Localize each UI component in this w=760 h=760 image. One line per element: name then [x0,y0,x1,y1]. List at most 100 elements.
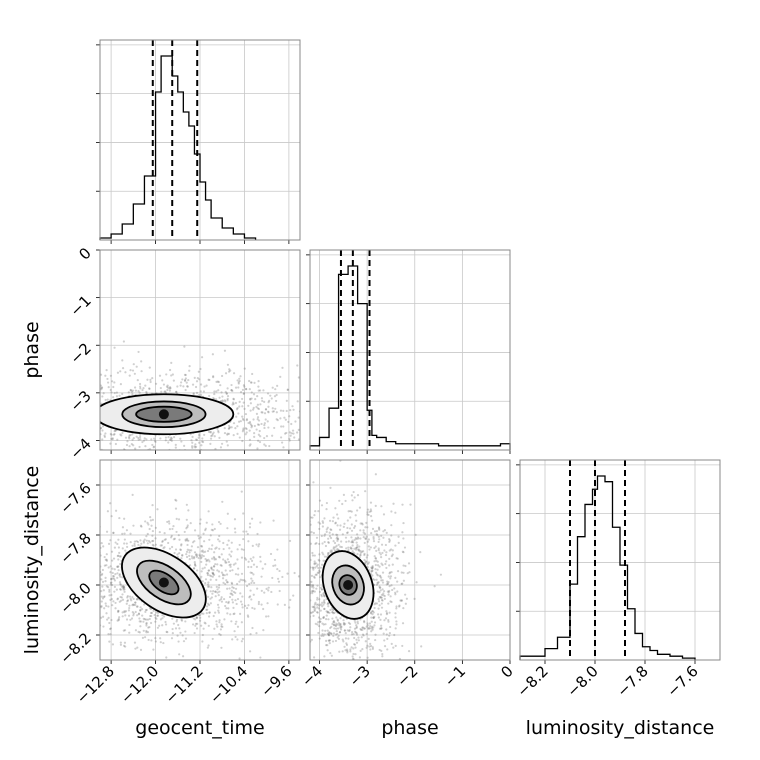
sample-point [202,551,205,554]
sample-point [111,577,114,580]
sample-point [230,426,233,429]
sample-point [344,663,346,665]
sample-point [362,531,365,534]
sample-point [199,518,202,521]
sample-point [241,388,245,392]
sample-point [117,619,120,622]
sample-point [226,612,229,615]
sample-point [121,431,124,435]
sample-point [116,619,119,622]
sample-point [95,581,97,583]
sample-point [340,446,342,448]
sample-point [261,411,264,414]
sample-point [365,625,368,628]
sample-point [340,662,342,664]
sample-point [301,600,303,602]
sample-point [231,403,234,406]
sample-point [319,522,322,525]
sample-point [226,432,229,435]
sample-point [404,564,407,568]
sample-point [242,392,245,395]
sample-point [388,539,391,542]
sample-point [223,431,227,435]
sample-point [117,618,120,621]
sample-point [93,585,95,587]
sample-point [139,608,142,612]
sample-point [151,376,154,380]
sample-point [394,511,397,514]
sample-point [131,389,134,392]
sample-point [246,532,249,536]
sample-point [366,513,369,516]
sample-point [367,626,370,629]
sample-point [323,595,326,598]
sample-point [222,558,225,561]
sample-point [275,393,278,397]
sample-point [242,512,245,515]
sample-point [208,574,211,577]
sample-point [206,549,210,553]
sample-point [249,650,252,653]
sample-point [346,519,349,522]
sample-point [224,582,227,586]
sample-point [243,385,246,388]
sample-point [339,622,342,626]
sample-point [34,396,36,398]
sample-point [174,548,178,551]
sample-point [200,556,203,559]
sample-point [356,620,359,623]
sample-point [143,618,146,621]
sample-point [343,645,346,648]
panels: −8.2 −8.0 −7.8 −7.6−4−3−2−10−12.8 −12.0 −11.2… [34,39,721,707]
sample-point [108,621,111,625]
sample-point [121,367,125,370]
sample-point [342,493,346,497]
sample-point [372,611,375,614]
sample-point [401,531,404,534]
sample-point [139,609,142,612]
sample-point [344,499,347,503]
sample-point [263,424,266,427]
sample-point [101,395,104,398]
sample-point [45,611,47,613]
sample-point [314,566,317,569]
sample-point [140,360,143,363]
sample-point [143,636,147,639]
sample-point [282,425,285,428]
sample-point [167,541,170,545]
sample-point [210,586,213,589]
sample-point [54,578,56,580]
sample-point [322,616,325,620]
sample-point [339,626,342,629]
sample-point [241,439,244,443]
sample-point [172,622,175,625]
sample-point [250,577,253,580]
sample-point [393,587,396,590]
sample-point [179,437,182,440]
sample-point [226,387,229,390]
sample-point [390,642,393,645]
sample-point [205,589,208,592]
sample-point [402,537,405,540]
sample-point [209,430,212,433]
sample-point [330,632,333,635]
sample-point [90,580,92,582]
sample-point [224,559,227,562]
sample-point [193,563,197,567]
sample-point [220,623,223,626]
sample-point [146,521,149,524]
sample-point [201,437,204,440]
sample-point [215,620,218,623]
sample-point [327,605,330,608]
sample-point [371,527,375,530]
sample-point [325,393,327,395]
sample-point [159,544,162,547]
sample-point [330,528,333,532]
sample-point [132,597,135,601]
sample-point [190,555,194,558]
sample-point [344,622,347,625]
sample-point [88,566,90,568]
sample-point [340,625,343,628]
sample-point [250,571,254,575]
sample-point [316,623,319,626]
